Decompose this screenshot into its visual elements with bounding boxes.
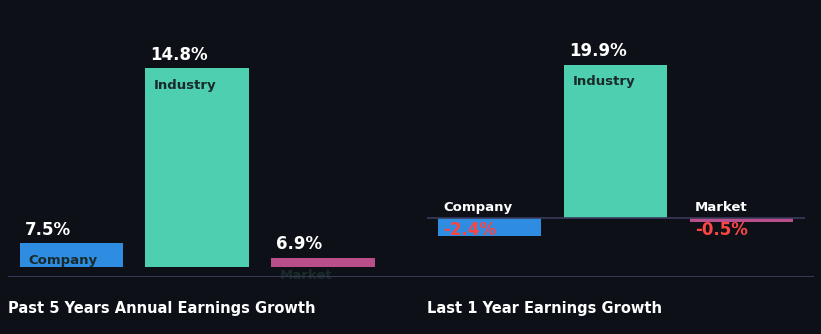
- FancyBboxPatch shape: [271, 258, 374, 334]
- Text: Last 1 Year Earnings Growth: Last 1 Year Earnings Growth: [427, 301, 662, 316]
- Text: Company: Company: [29, 254, 98, 267]
- Text: Industry: Industry: [154, 79, 217, 92]
- Text: Market: Market: [695, 201, 748, 214]
- Text: 7.5%: 7.5%: [25, 221, 71, 239]
- Text: 19.9%: 19.9%: [569, 42, 627, 60]
- FancyBboxPatch shape: [690, 218, 793, 222]
- Text: -0.5%: -0.5%: [695, 221, 748, 239]
- FancyBboxPatch shape: [438, 218, 542, 236]
- Text: 14.8%: 14.8%: [150, 46, 208, 64]
- Text: 6.9%: 6.9%: [277, 235, 323, 254]
- Text: Industry: Industry: [573, 75, 635, 88]
- FancyBboxPatch shape: [20, 243, 123, 334]
- Text: -2.4%: -2.4%: [443, 221, 497, 239]
- Text: Past 5 Years Annual Earnings Growth: Past 5 Years Annual Earnings Growth: [8, 301, 316, 316]
- FancyBboxPatch shape: [145, 68, 249, 334]
- Text: Company: Company: [443, 201, 512, 214]
- Text: Market: Market: [280, 269, 333, 282]
- FancyBboxPatch shape: [564, 64, 667, 218]
